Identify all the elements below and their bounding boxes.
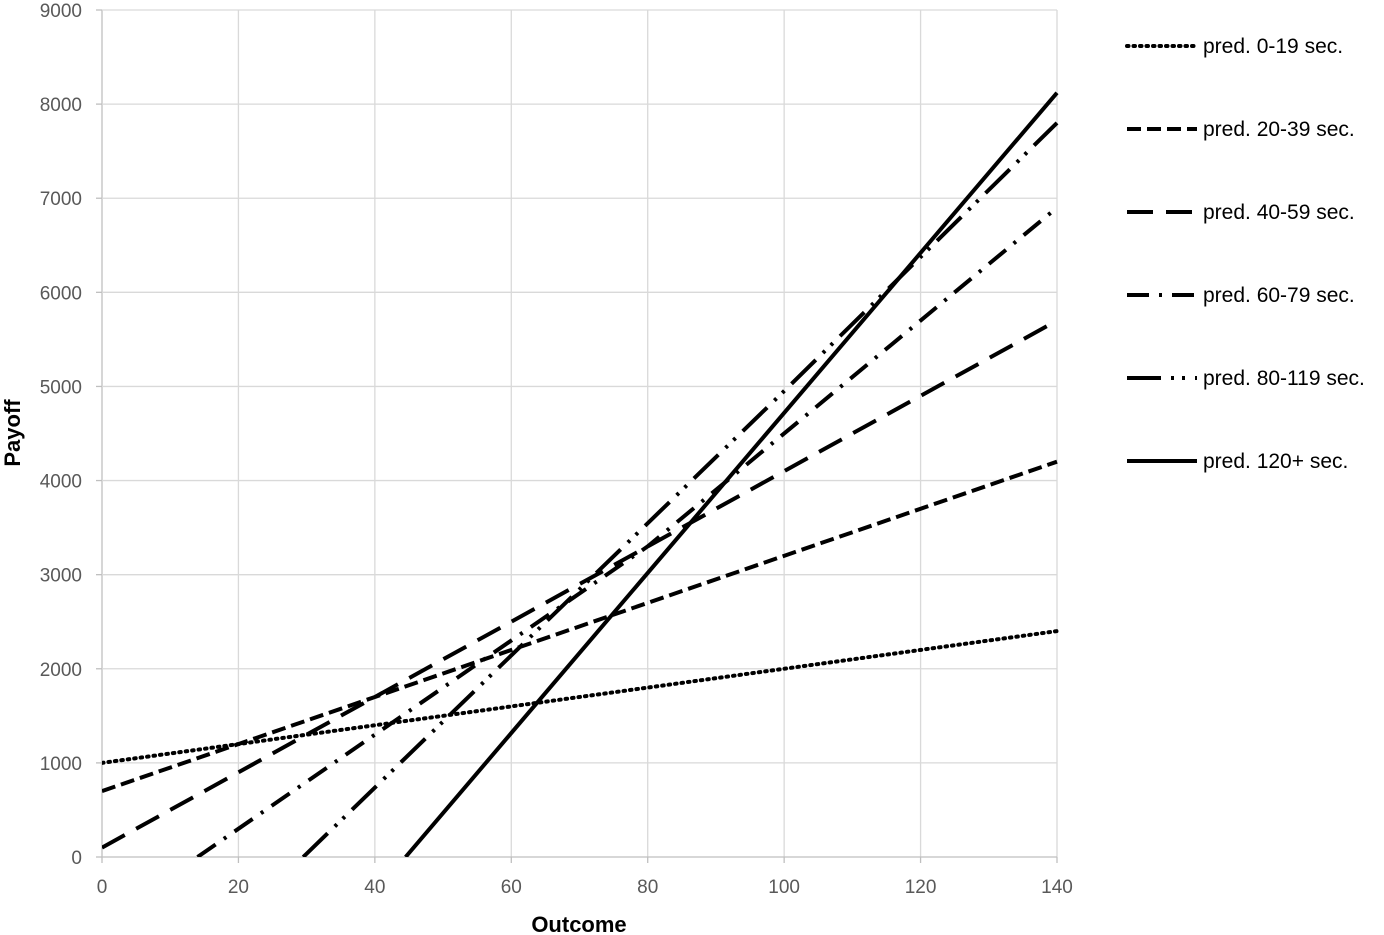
x-axis-title: Outcome <box>531 912 626 935</box>
x-tick-label: 80 <box>637 877 658 898</box>
legend-entry: pred. 120+ sec. <box>1127 450 1348 473</box>
legend-label: pred. 40-59 sec. <box>1203 201 1355 224</box>
series-line-1 <box>102 459 1058 793</box>
series-line-0 <box>102 629 1059 765</box>
x-tick-label: 20 <box>228 877 249 898</box>
legend-label: pred. 60-79 sec. <box>1203 284 1355 307</box>
y-tick-label: 2000 <box>40 660 82 681</box>
y-tick-label: 1000 <box>40 754 82 775</box>
legend-label: pred. 120+ sec. <box>1203 450 1348 473</box>
axes: 0 20 40 60 80 100 120 140 0 1000 2000 3000 4000 5000 6… <box>40 1 1073 898</box>
grid <box>101 9 1058 858</box>
legend-entry: pred. 40-59 sec. <box>1127 201 1355 224</box>
x-tick-label: 40 <box>364 877 385 898</box>
y-tick-label: 4000 <box>40 472 82 493</box>
series-lines <box>102 91 1059 857</box>
x-tick-label: 60 <box>501 877 522 898</box>
legend-entry: pred. 20-39 sec. <box>1127 118 1355 141</box>
x-tick-label: 120 <box>905 877 937 898</box>
legend-entry: pred. 0-19 sec. <box>1125 35 1343 58</box>
legend-entry: pred. 80-119 sec. <box>1127 367 1365 390</box>
x-tick-label: 140 <box>1041 877 1073 898</box>
x-tick-label: 100 <box>768 877 800 898</box>
y-tick-label: 6000 <box>40 283 82 304</box>
legend-label: pred. 80-119 sec. <box>1203 367 1365 390</box>
legend-entry: pred. 60-79 sec. <box>1127 284 1355 307</box>
y-tick-label: 0 <box>71 848 82 869</box>
y-axis-title: Payoff <box>0 399 25 467</box>
y-tick-label: 7000 <box>40 189 82 210</box>
legend: pred. 0-19 sec. pred. 20-39 sec. pred. 40-… <box>1125 35 1365 473</box>
x-tick-label: 0 <box>97 877 108 898</box>
series-line-4 <box>301 121 1059 857</box>
y-tick-label: 5000 <box>40 377 82 398</box>
series-line-2 <box>102 318 1058 850</box>
y-tick-label: 8000 <box>40 95 82 116</box>
legend-label: pred. 0-19 sec. <box>1203 35 1343 58</box>
series-line-3 <box>196 206 1059 857</box>
legend-label: pred. 20-39 sec. <box>1203 118 1355 141</box>
y-tick-label: 3000 <box>40 566 82 587</box>
y-tick-label: 9000 <box>40 1 82 22</box>
series-line-5 <box>404 91 1059 857</box>
